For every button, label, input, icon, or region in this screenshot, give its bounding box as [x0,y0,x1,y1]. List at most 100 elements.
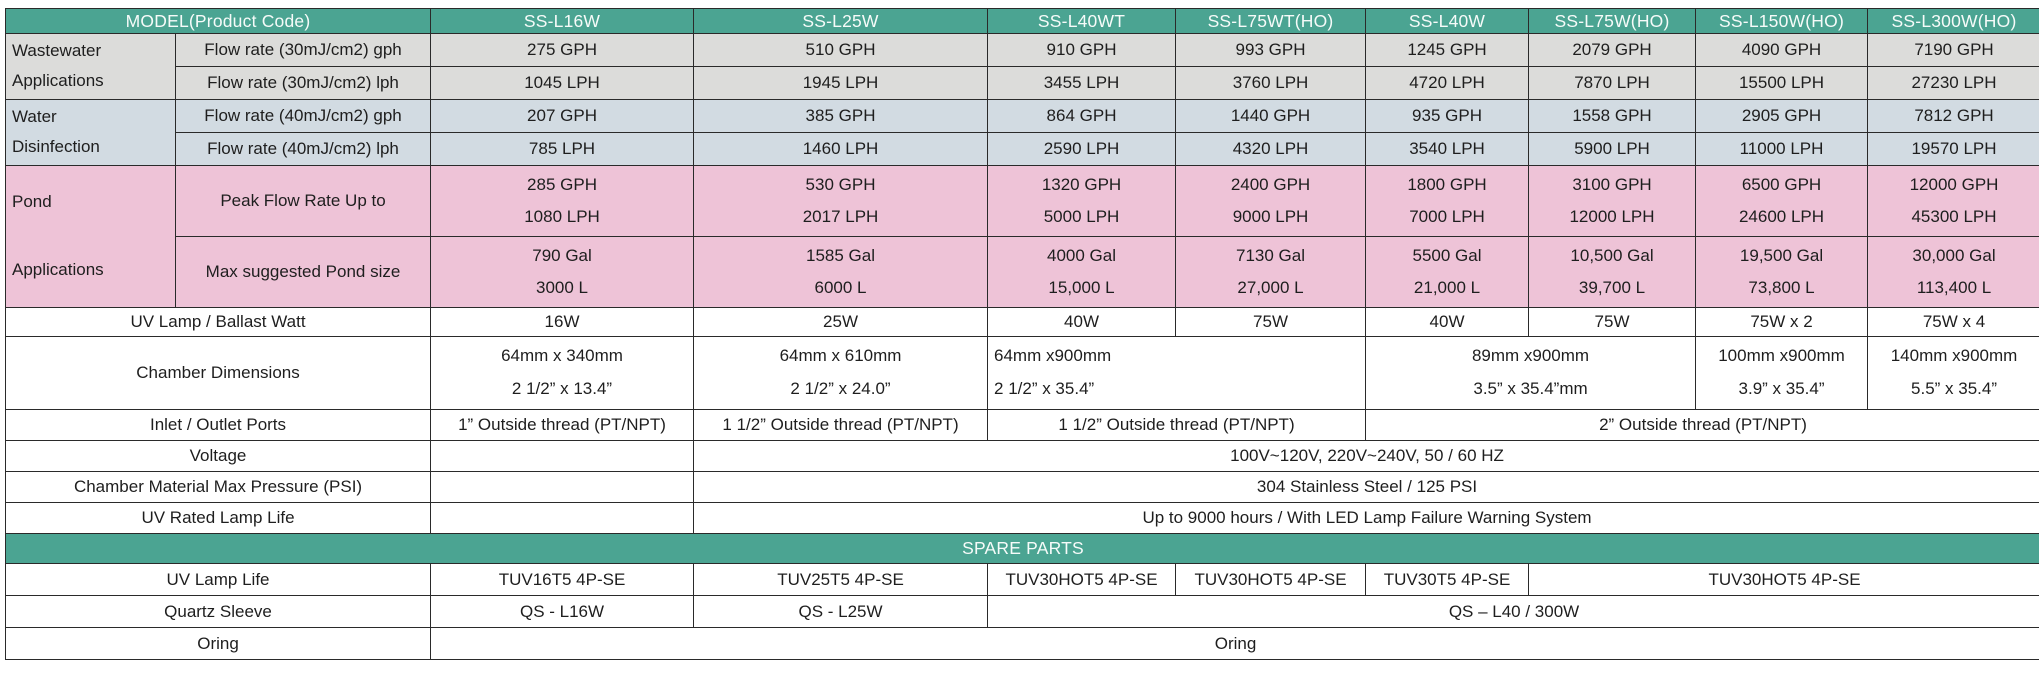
value-cell: 3100 GPH 12000 LPH [1528,165,1697,237]
row-label-pond-size: Max suggested Pond size [174,236,432,308]
model-header-ss-l16w: SS-L16W [430,8,695,34]
value-cell: TUV30HOT5 4P-SE [1175,563,1367,596]
row-wastewater-lph: Flow rate (30mJ/cm2) lph 1045 LPH 1945 L… [6,66,2039,100]
row-label-flow-30-lph: Flow rate (30mJ/cm2) lph [174,66,432,100]
value-cell: 30,000 Gal 113,400 L [1867,236,2039,308]
category-line: Disinfection [12,136,100,156]
model-header-ss-l25w: SS-L25W [693,8,989,34]
category-pond-applications: Pond Applications [5,165,176,308]
category-line: Pond [12,192,52,212]
value-cell: 7812 GPH [1867,99,2039,133]
model-header-ss-l40w: SS-L40W [1365,8,1530,34]
value-cell: 25W [693,307,989,337]
value-cell: 89mm x900mm 3.5” x 35.4”mm [1365,336,1697,410]
row-uv-rated-lamp-life: UV Rated Lamp Life Up to 9000 hours / Wi… [4,502,2039,534]
value-cell: 64mm x 340mm 2 1/2” x 13.4” [430,336,695,410]
row-label-chamber-material: Chamber Material Max Pressure (PSI) [4,471,432,503]
value-cell: 75W [1175,307,1367,337]
row-water-gph: Water Disinfection Flow rate (40mJ/cm2) … [5,99,2039,166]
value-cell: 40W [1365,307,1530,337]
row-chamber-dimensions: Chamber Dimensions 64mm x 340mm 2 1/2” x … [4,336,2039,410]
row-label-chamber-dimensions: Chamber Dimensions [4,336,432,410]
value-cell: 207 GPH [430,99,695,133]
value-cell: 1440 GPH [1175,99,1367,133]
value-cell: 6500 GPH 24600 LPH [1695,165,1869,237]
value-cell: 2590 LPH [987,132,1177,166]
value-cell: 530 GPH 2017 LPH [693,165,989,237]
value-cell: TUV30HOT5 4P-SE [1528,563,2039,596]
model-header-ss-l300w-ho: SS-L300W(HO) [1867,8,2039,34]
value-cell: 1” Outside thread (PT/NPT) [430,409,695,441]
value-cell: 100V~120V, 220V~240V, 50 / 60 HZ [693,440,2039,472]
row-uv-lamp-ballast-watt: UV Lamp / Ballast Watt 16W 25W 40W 75W 4… [4,307,2039,337]
value-cell: 100mm x900mm 3.9” x 35.4” [1695,336,1869,410]
model-header-ss-l75w-ho: SS-L75W(HO) [1528,8,1697,34]
value-cell: 40W [987,307,1177,337]
row-spare-uv-lamp-life: UV Lamp Life TUV16T5 4P-SE TUV25T5 4P-SE… [4,563,2039,596]
value-cell: 75W [1528,307,1697,337]
value-cell: 140mm x900mm 5.5” x 35.4” [1867,336,2039,410]
value-cell: 785 LPH [430,132,695,166]
value-cell: 1245 GPH [1365,33,1530,67]
model-header-ss-l40wt: SS-L40WT [987,8,1177,34]
category-water-disinfection: Water Disinfection [5,99,176,166]
model-header-label: MODEL(Product Code) [4,8,432,34]
empty-cell [430,502,695,534]
value-cell: 4090 GPH [1695,33,1869,67]
row-label-flow-30-gph: Flow rate (30mJ/cm2) gph [174,33,432,67]
value-cell: 2400 GPH 9000 LPH [1175,165,1367,237]
row-label-inlet-outlet: Inlet / Outlet Ports [4,409,432,441]
value-cell: 64mm x900mm 2 1/2” x 35.4” [987,336,1367,410]
value-cell: Oring [430,627,2039,660]
value-cell: 15500 LPH [1695,66,1869,100]
value-cell: QS - L16W [430,595,695,628]
value-cell: 275 GPH [430,33,695,67]
value-cell: 7870 LPH [1528,66,1697,100]
value-cell: 3455 LPH [987,66,1177,100]
model-header-ss-l150w-ho: SS-L150W(HO) [1695,8,1869,34]
empty-cell [430,471,695,503]
row-pond-max-size: Max suggested Pond size 790 Gal 3000 L 15… [6,236,2039,308]
value-cell: QS – L40 / 300W [987,595,2039,628]
value-cell: 1945 LPH [693,66,989,100]
value-cell: 1585 Gal 6000 L [693,236,989,308]
value-cell: 4000 Gal 15,000 L [987,236,1177,308]
value-cell: 385 GPH [693,99,989,133]
value-cell: 935 GPH [1365,99,1530,133]
value-cell: TUV25T5 4P-SE [693,563,989,596]
row-pond-peak-flow: Pond Applications Peak Flow Rate Up to 2… [5,165,2039,308]
row-spare-quartz-sleeve: Quartz Sleeve QS - L16W QS - L25W QS – L… [4,595,2039,628]
category-line: Wastewater [12,41,102,61]
model-header-ss-l75wt-ho: SS-L75WT(HO) [1175,8,1367,34]
row-label-spare-uv-lamp: UV Lamp Life [4,563,432,596]
value-cell: 1460 LPH [693,132,989,166]
value-cell: 304 Stainless Steel / 125 PSI [693,471,2039,503]
value-cell: 75W x 4 [1867,307,2039,337]
value-cell: 510 GPH [693,33,989,67]
category-wastewater-applications: Wastewater Applications [5,33,176,100]
value-cell: 19,500 Gal 73,800 L [1695,236,1869,308]
value-cell: 285 GPH 1080 LPH [430,165,695,237]
category-line: Applications [12,259,104,279]
value-cell: 64mm x 610mm 2 1/2” x 24.0” [693,336,989,410]
row-label-flow-40-lph: Flow rate (40mJ/cm2) lph [174,132,432,166]
row-label-flow-40-gph: Flow rate (40mJ/cm2) gph [174,99,432,133]
value-cell: 7130 Gal 27,000 L [1175,236,1367,308]
row-spare-oring: Oring Oring [4,627,2039,660]
value-cell: Up to 9000 hours / With LED Lamp Failure… [693,502,2039,534]
row-water-lph: Flow rate (40mJ/cm2) lph 785 LPH 1460 LP… [6,132,2039,166]
category-line: Applications [12,70,104,90]
value-cell: 993 GPH [1175,33,1367,67]
value-cell: TUV16T5 4P-SE [430,563,695,596]
value-cell: 1320 GPH 5000 LPH [987,165,1177,237]
value-cell: 1800 GPH 7000 LPH [1365,165,1530,237]
value-cell: 10,500 Gal 39,700 L [1528,236,1697,308]
spare-parts-title: SPARE PARTS [4,533,2039,564]
value-cell: 2905 GPH [1695,99,1869,133]
value-cell: 16W [430,307,695,337]
value-cell: 2” Outside thread (PT/NPT) [1365,409,2039,441]
spare-parts-band: SPARE PARTS [4,533,2039,564]
value-cell: 5900 LPH [1528,132,1697,166]
row-label-peak-flow: Peak Flow Rate Up to [174,165,432,237]
row-wastewater-gph: Wastewater Applications Flow rate (30mJ/… [5,33,2039,100]
